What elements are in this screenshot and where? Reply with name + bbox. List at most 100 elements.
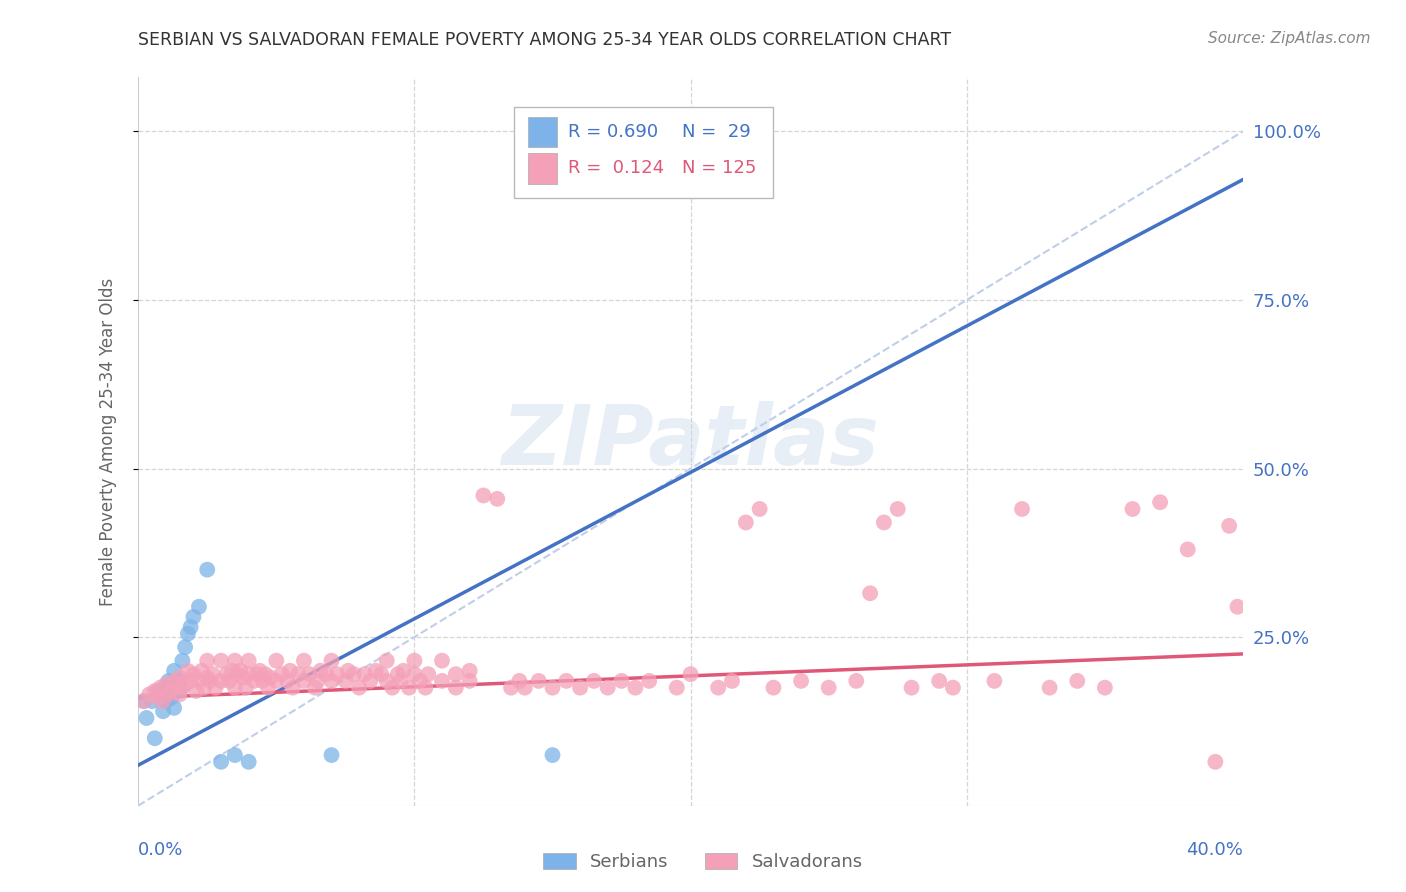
Point [209, 654, 232, 668]
Point [679, 667, 702, 681]
Point [157, 673, 180, 688]
Point [1226, 599, 1249, 614]
Point [177, 626, 200, 640]
Text: R =  0.124: R = 0.124 [568, 160, 664, 178]
Point [304, 681, 326, 695]
Point [370, 667, 392, 681]
Point [172, 681, 194, 695]
Point [513, 681, 536, 695]
Point [238, 667, 260, 681]
Point [1149, 495, 1171, 509]
Point [359, 673, 381, 688]
Point [541, 747, 564, 762]
Point [292, 673, 315, 688]
Point [152, 704, 174, 718]
Point [1218, 518, 1240, 533]
Point [900, 681, 922, 695]
Point [721, 673, 744, 688]
Point [321, 673, 343, 688]
Point [155, 681, 177, 695]
Point [229, 664, 252, 678]
Text: 0.0%: 0.0% [138, 841, 184, 859]
Point [337, 664, 360, 678]
Point [166, 681, 188, 695]
Text: N =  29: N = 29 [682, 123, 751, 141]
Point [309, 664, 332, 678]
Point [146, 684, 169, 698]
Point [790, 673, 813, 688]
Point [1204, 755, 1226, 769]
Point [845, 673, 868, 688]
Point [444, 681, 467, 695]
Point [404, 654, 426, 668]
Point [169, 684, 191, 698]
Point [353, 667, 375, 681]
Point [155, 694, 177, 708]
Point [343, 667, 366, 681]
Point [624, 158, 647, 172]
Point [201, 667, 224, 681]
Point [458, 664, 481, 678]
FancyBboxPatch shape [529, 117, 557, 147]
Point [887, 502, 910, 516]
Point [321, 747, 343, 762]
Point [188, 599, 211, 614]
Point [132, 694, 155, 708]
Point [389, 673, 412, 688]
Point [418, 667, 440, 681]
Point [624, 681, 647, 695]
Point [347, 681, 370, 695]
Point [209, 673, 232, 688]
Point [1039, 681, 1062, 695]
Point [183, 610, 205, 624]
Point [238, 755, 260, 769]
Point [149, 681, 172, 695]
Point [983, 673, 1005, 688]
Point [155, 677, 177, 691]
Point [132, 694, 155, 708]
Point [292, 654, 315, 668]
Point [163, 673, 186, 688]
Point [582, 673, 605, 688]
Point [287, 667, 309, 681]
Text: SERBIAN VS SALVADORAN FEMALE POVERTY AMONG 25-34 YEAR OLDS CORRELATION CHART: SERBIAN VS SALVADORAN FEMALE POVERTY AMO… [138, 31, 952, 49]
Point [160, 684, 183, 698]
Point [527, 673, 550, 688]
Point [183, 667, 205, 681]
Point [398, 681, 420, 695]
Point [186, 684, 208, 698]
Point [152, 694, 174, 708]
Point [224, 681, 246, 695]
Point [1011, 502, 1033, 516]
Point [315, 667, 337, 681]
Point [163, 664, 186, 678]
Point [928, 673, 950, 688]
FancyBboxPatch shape [529, 153, 557, 184]
Point [541, 681, 564, 695]
Point [252, 673, 274, 688]
Point [235, 681, 257, 695]
Point [472, 488, 495, 502]
Point [180, 620, 202, 634]
Point [226, 667, 249, 681]
Point [873, 516, 896, 530]
Point [404, 667, 426, 681]
Point [160, 690, 183, 705]
Point [190, 664, 212, 678]
Point [444, 667, 467, 681]
Point [508, 673, 530, 688]
Point [734, 516, 756, 530]
Point [209, 755, 232, 769]
Point [204, 681, 226, 695]
Point [195, 671, 218, 685]
Point [149, 687, 172, 701]
Point [198, 673, 221, 688]
Point [174, 677, 197, 691]
Point [458, 673, 481, 688]
Point [174, 640, 197, 655]
Point [1177, 542, 1199, 557]
Point [169, 687, 191, 701]
Point [430, 673, 453, 688]
Point [266, 654, 288, 668]
Point [180, 673, 202, 688]
